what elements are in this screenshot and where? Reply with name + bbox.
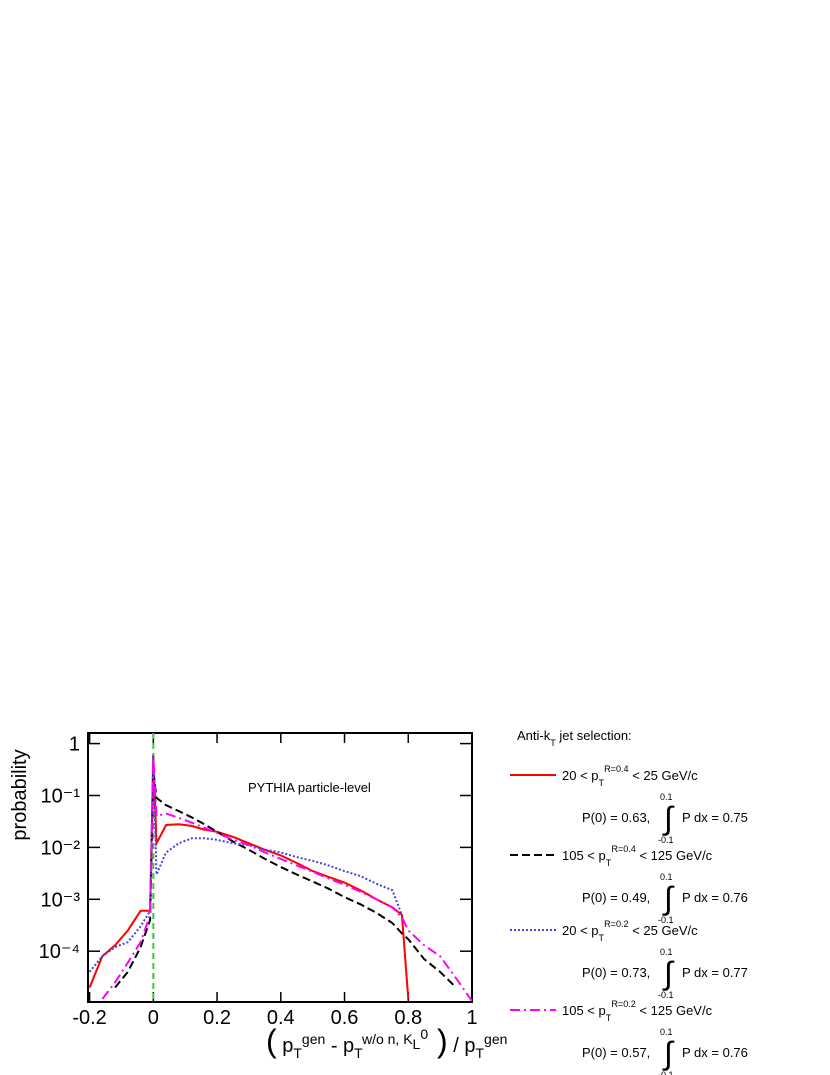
legend-label: 105 < pT R=0.2 < 125 GeV/c — [562, 999, 713, 1023]
integral-upper: 0.1 — [660, 872, 673, 882]
legend-label-part: < 25 GeV/c — [629, 768, 699, 783]
legend-label-part: R=0.4 — [604, 764, 629, 774]
legend-label-part: R=0.2 — [604, 919, 629, 929]
legend-title-part: jet selection: — [556, 728, 632, 743]
x-axis-label-part: gen — [302, 1031, 325, 1047]
x-axis-label-part: / p — [448, 1035, 476, 1057]
x-axis-label-part: T — [293, 1045, 302, 1061]
integral-upper: 0.1 — [660, 1027, 673, 1037]
x-tick-label: 1 — [466, 1007, 477, 1029]
legend-note: P dx = 0.76 — [682, 890, 748, 905]
integral-lower: -0.1 — [658, 835, 674, 845]
legend-label-part: T — [599, 778, 605, 788]
legend-note: P(0) = 0.63, — [582, 810, 650, 825]
y-tick-label: 1 — [69, 734, 80, 756]
x-axis-label-part: p — [277, 1035, 294, 1057]
legend-label-part: < 25 GeV/c — [629, 923, 699, 938]
integral-sign: ∫ — [662, 955, 675, 991]
legend-label: 20 < pT R=0.2 < 25 GeV/c — [562, 919, 698, 943]
integral-sign: ∫ — [662, 800, 675, 836]
series-line — [101, 759, 472, 1002]
x-tick-label: -0.2 — [72, 1007, 106, 1029]
legend-label-part: 20 < p — [562, 768, 599, 783]
y-tick-label: 10⁻² — [41, 837, 81, 859]
x-axis-label-part: gen — [484, 1031, 507, 1047]
y-axis-label: probability — [9, 749, 31, 840]
legend-label-part: T — [599, 933, 605, 943]
integral-lower: -0.1 — [658, 990, 674, 1000]
x-axis-label-part: T — [475, 1045, 484, 1061]
legend-title-part: Anti-k — [517, 728, 551, 743]
legend-note: P(0) = 0.57, — [582, 1045, 650, 1060]
y-tick-label: 10⁻⁴ — [39, 941, 80, 963]
x-axis-label-part: 0 — [420, 1026, 428, 1042]
legend-note: P dx = 0.77 — [682, 965, 748, 980]
legend-label-part: R=0.4 — [611, 844, 636, 854]
legend-label-part: T — [606, 858, 612, 868]
legend-title: Anti-kT jet selection: — [517, 728, 632, 748]
legend-label: 105 < pT R=0.4 < 125 GeV/c — [562, 844, 713, 868]
legend-note: P dx = 0.76 — [682, 1045, 748, 1060]
integral-upper: 0.1 — [660, 792, 673, 802]
x-axis-label-part: L — [413, 1036, 421, 1052]
x-tick-label: 0.4 — [267, 1007, 295, 1029]
integral-sign: ∫ — [662, 1035, 675, 1071]
series-line — [88, 755, 410, 1000]
x-tick-label: 0.2 — [203, 1007, 231, 1029]
integral-sign: ∫ — [662, 880, 675, 916]
x-axis-label-part: T — [354, 1045, 363, 1061]
legend-label-part: 105 < p — [562, 848, 606, 863]
integral-lower: -0.1 — [658, 1070, 674, 1075]
x-tick-label: 0.6 — [331, 1007, 359, 1029]
x-axis-label: ( pTgen - pTw/o n, KL0 ) / pTgen — [266, 1023, 507, 1061]
legend-label-part: < 125 GeV/c — [636, 848, 713, 863]
legend-label-part: R=0.2 — [611, 999, 636, 1009]
integral-lower: -0.1 — [658, 915, 674, 925]
legend-title-part: T — [550, 738, 556, 748]
legend-label-part: T — [606, 1013, 612, 1023]
x-tick-label: 0.8 — [394, 1007, 422, 1029]
y-tick-label: 10⁻¹ — [41, 785, 81, 807]
plot-frame — [87, 732, 473, 1003]
legend-label-part: 20 < p — [562, 923, 599, 938]
series-line — [88, 755, 403, 973]
y-tick-label: 10⁻³ — [41, 889, 81, 911]
legend-label: 20 < pT R=0.4 < 25 GeV/c — [562, 764, 698, 788]
plot-area — [88, 755, 472, 1002]
legend-note: P(0) = 0.49, — [582, 890, 650, 905]
legend-note: P(0) = 0.73, — [582, 965, 650, 980]
x-axis-label-part: ) — [428, 1023, 448, 1059]
x-axis-label-part: ( — [266, 1023, 277, 1059]
x-tick-label: 0 — [148, 1007, 159, 1029]
x-axis-label-part: - p — [325, 1035, 354, 1057]
legend-label-part: 105 < p — [562, 1003, 606, 1018]
x-axis-label-part: w/o n, K — [361, 1031, 413, 1047]
annotation: PYTHIA particle-level — [248, 780, 371, 795]
legend-note: P dx = 0.75 — [682, 810, 748, 825]
legend-label-part: < 125 GeV/c — [636, 1003, 713, 1018]
integral-upper: 0.1 — [660, 947, 673, 957]
